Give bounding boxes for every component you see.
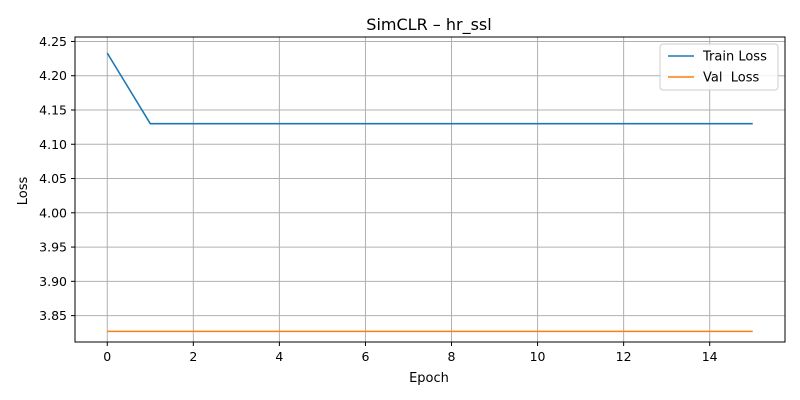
x-tick-label: 0 <box>103 349 111 364</box>
y-tick-label: 3.95 <box>39 240 67 255</box>
x-tick-label: 10 <box>530 349 546 364</box>
legend: Train Loss Val Loss <box>659 43 779 91</box>
x-tick-label: 12 <box>616 349 632 364</box>
y-tick-label: 4.15 <box>39 102 67 117</box>
x-tick-label: 6 <box>361 349 369 364</box>
y-tick-label: 4.05 <box>39 171 67 186</box>
y-tick-label: 4.00 <box>39 205 67 220</box>
chart-title: SimCLR – hr_ssl <box>366 15 491 35</box>
x-tick-label: 2 <box>189 349 197 364</box>
x-axis-label: Epoch <box>409 371 449 386</box>
y-tick-label: 3.90 <box>39 274 67 289</box>
y-tick-label: 4.20 <box>39 68 67 83</box>
series-line-0 <box>106 52 753 125</box>
plot-frame <box>74 36 786 343</box>
x-tick-label: 14 <box>702 349 718 364</box>
y-tick-label: 4.25 <box>39 34 67 49</box>
y-tick-label: 3.85 <box>39 308 67 323</box>
y-axis-label: Loss <box>16 177 31 206</box>
x-tick-label: 4 <box>275 349 283 364</box>
legend-entry: Train Loss <box>702 50 767 65</box>
series-lines <box>106 52 753 333</box>
y-tick-label: 4.10 <box>39 137 67 152</box>
axis-ticks: 0 2 4 6 8 10 12 14 3.85 3.90 3.95 4.00 4.05 4.10 4.15 4… <box>39 34 718 364</box>
x-tick-label: 8 <box>448 349 456 364</box>
legend-entry: Val Loss <box>703 71 759 86</box>
grid <box>75 37 785 342</box>
